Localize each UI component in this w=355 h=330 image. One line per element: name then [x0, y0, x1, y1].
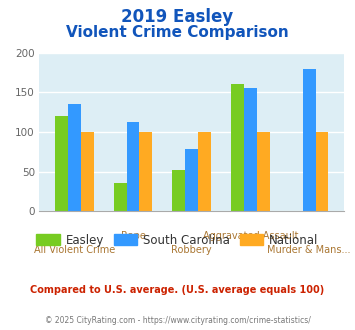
Bar — [303, 69, 316, 211]
Text: Aggravated Assault: Aggravated Assault — [203, 231, 298, 241]
Bar — [244, 88, 257, 211]
Text: © 2025 CityRating.com - https://www.cityrating.com/crime-statistics/: © 2025 CityRating.com - https://www.city… — [45, 316, 310, 325]
Text: Rape: Rape — [121, 231, 146, 241]
Legend: Easley, South Carolina, National: Easley, South Carolina, National — [32, 229, 323, 251]
Bar — [198, 132, 211, 211]
Bar — [231, 84, 244, 211]
Text: Murder & Mans...: Murder & Mans... — [267, 245, 351, 254]
Bar — [68, 104, 81, 211]
Text: Violent Crime Comparison: Violent Crime Comparison — [66, 25, 289, 40]
Bar — [172, 170, 185, 211]
Text: All Violent Crime: All Violent Crime — [34, 245, 115, 254]
Bar — [140, 132, 152, 211]
Text: 2019 Easley: 2019 Easley — [121, 8, 234, 26]
Bar — [257, 132, 270, 211]
Bar — [316, 132, 328, 211]
Bar — [114, 183, 126, 211]
Text: Robbery: Robbery — [171, 245, 212, 254]
Bar — [126, 122, 140, 211]
Bar — [185, 149, 198, 211]
Text: Compared to U.S. average. (U.S. average equals 100): Compared to U.S. average. (U.S. average … — [31, 285, 324, 295]
Bar — [55, 116, 68, 211]
Bar — [81, 132, 94, 211]
